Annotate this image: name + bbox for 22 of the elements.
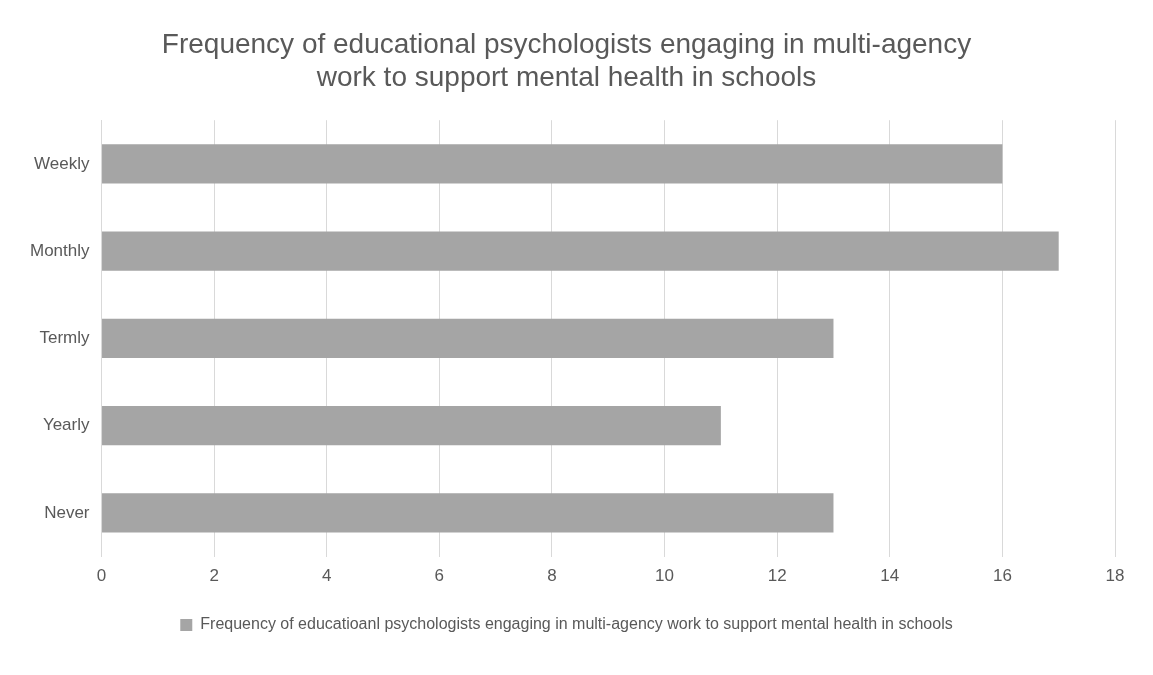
- x-tick-label: 8: [547, 566, 557, 586]
- x-tick-label: 12: [767, 566, 787, 586]
- x-tick-label: 0: [96, 566, 107, 586]
- y-tick-label: Weekly: [34, 153, 91, 173]
- x-tick-label: 6: [434, 566, 445, 586]
- y-tick-label: Termly: [39, 328, 91, 348]
- x-tick-label: 16: [992, 566, 1012, 586]
- x-tick-label: 2: [209, 566, 219, 586]
- y-tick-label: Never: [44, 502, 90, 522]
- x-tick-label: 4: [322, 566, 332, 586]
- bar: [102, 318, 834, 359]
- bar: [102, 231, 1059, 271]
- bar: [102, 406, 721, 446]
- bar: [102, 493, 834, 533]
- x-tick-label: 14: [880, 566, 900, 586]
- x-tick-label: 10: [655, 566, 675, 586]
- legend-label: Frequency of educatioanl psychologists engaging in multi-agency work to support mental health in schools: [200, 615, 953, 633]
- bar: [102, 144, 1003, 184]
- y-tick-label: Yearly: [42, 415, 91, 435]
- x-tick-label: 18: [1105, 566, 1125, 586]
- chart-title: Frequency of educational psychologists engaging in multi-agency work to support mental health in schools: [161, 27, 972, 93]
- y-tick-label: Monthly: [29, 240, 91, 260]
